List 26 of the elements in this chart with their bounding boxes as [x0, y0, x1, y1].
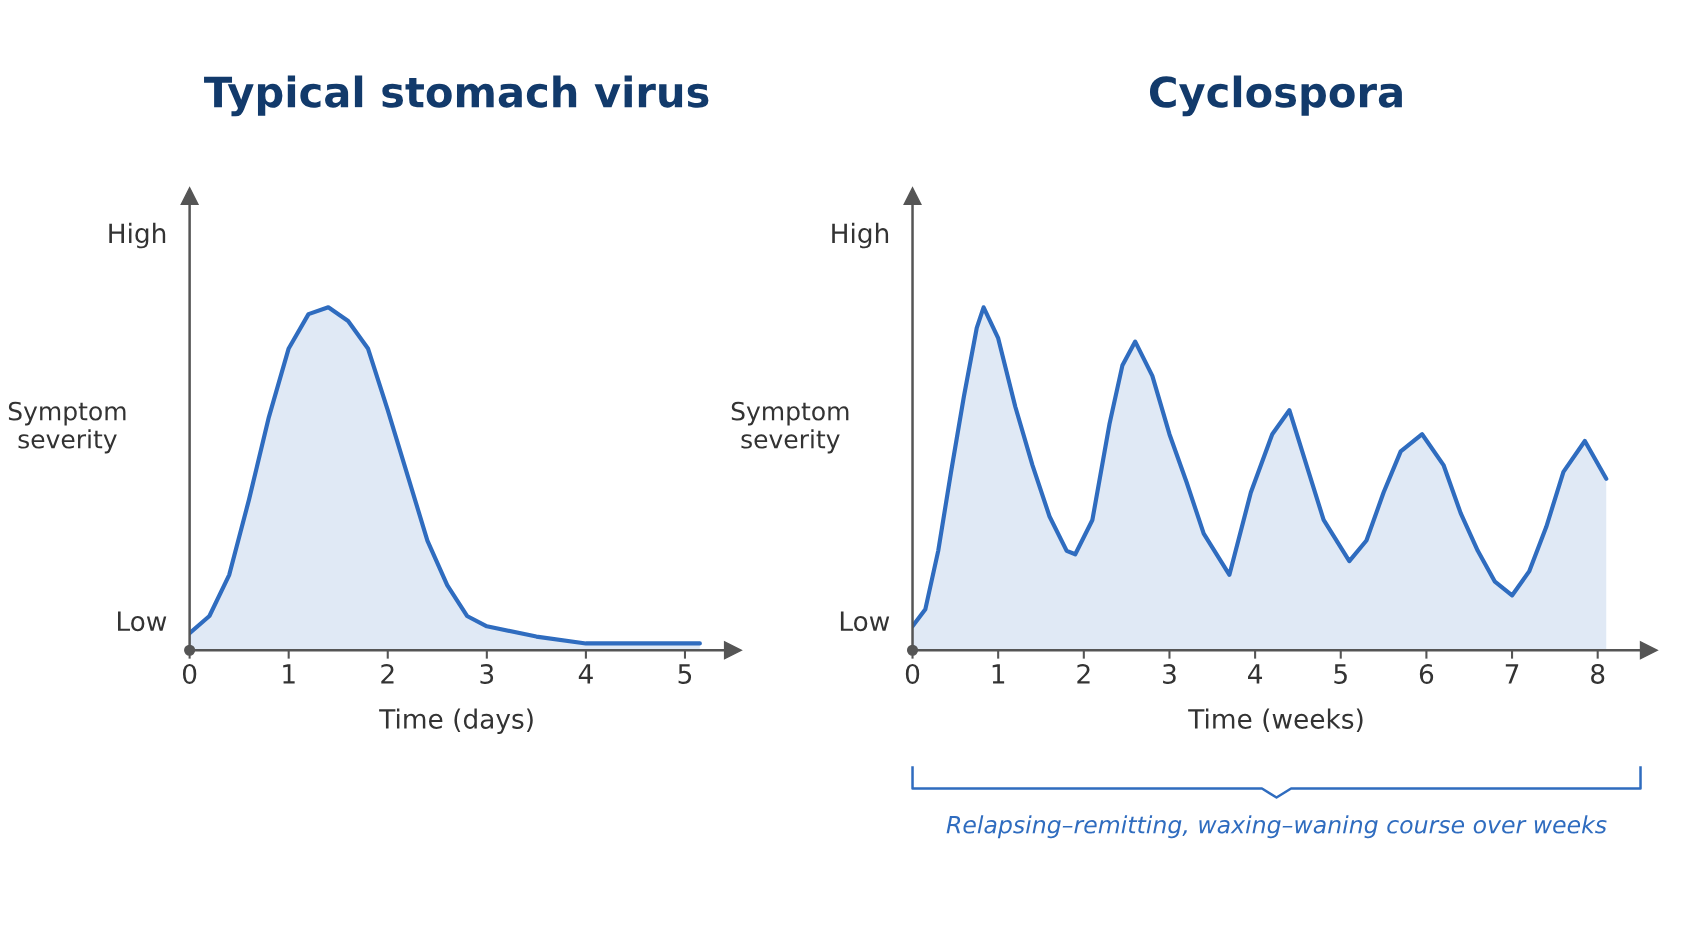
x-tick-label: 5	[678, 664, 692, 684]
x-tick-label: 4	[578, 664, 593, 684]
chart-title: Cyclospora	[1149, 75, 1402, 117]
x-tick-label: 4	[1248, 664, 1263, 684]
x-axis-title: Time (weeks)	[1188, 708, 1363, 733]
x-tick-label: 1	[283, 664, 295, 684]
text: Relapsing–remitting, waxing–waning course over weeks	[946, 815, 1607, 839]
y-axis-title: Symptom severity	[731, 401, 849, 454]
x-tick-label: 0	[905, 663, 920, 684]
x-tick-label: 2	[1077, 663, 1090, 684]
x-tick-label: 5	[1334, 664, 1347, 684]
x-tick-label: 0	[182, 663, 197, 684]
x-tick-label: 8	[1591, 663, 1605, 684]
x-tick-label: 2	[381, 663, 394, 684]
text: Low	[840, 611, 890, 632]
x-tick-label: 3	[1163, 663, 1176, 684]
y-axis-title: Symptom severity	[8, 401, 126, 454]
x-tick-label: 3	[480, 663, 494, 684]
x-axis-title: Time (days)	[379, 708, 533, 735]
x-tick-label: 1	[992, 664, 1005, 684]
text: High	[109, 222, 166, 249]
text: High	[832, 222, 889, 249]
x-tick-label: 6	[1419, 663, 1434, 684]
chart-title: Typical stomach virus	[204, 75, 709, 117]
x-tick-label: 7	[1505, 664, 1519, 684]
text: Low	[118, 611, 167, 632]
